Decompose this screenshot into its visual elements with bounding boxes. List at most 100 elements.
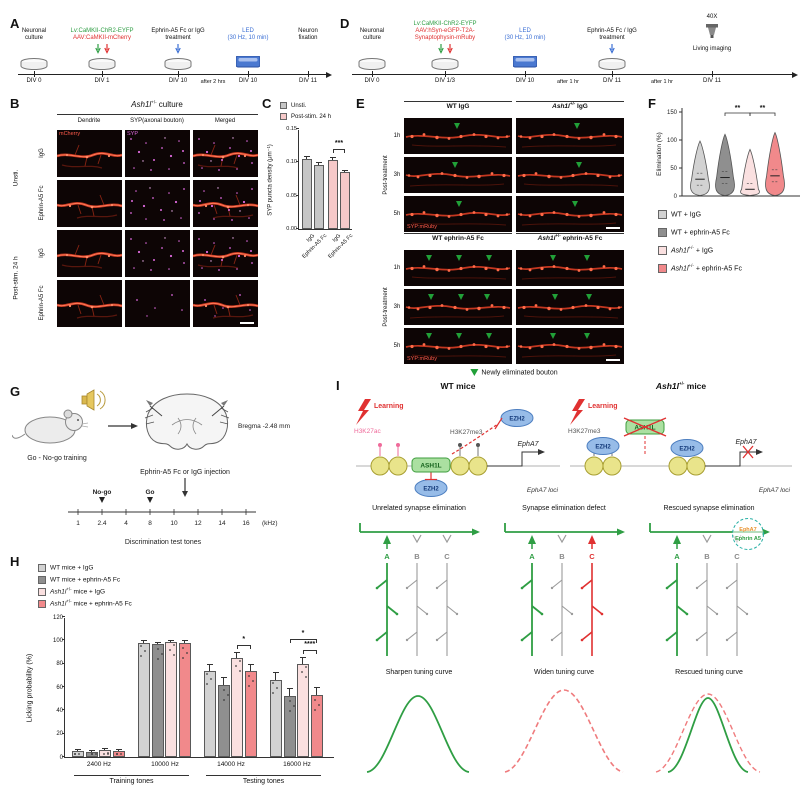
receptor-zoom-circle — [732, 518, 764, 550]
y-tick-label: 50 — [670, 166, 677, 172]
timeline-tick — [445, 71, 446, 77]
timepoint-3h: 3h — [393, 304, 401, 310]
step-label-led: LED (30 Hz, 10 min) — [227, 28, 268, 42]
error-bar — [300, 656, 306, 664]
data-point — [169, 648, 171, 651]
syp-mruby-label: SYP:mRuby — [407, 355, 437, 362]
dendrite-art — [57, 293, 122, 320]
timepoint-5h: 5h — [393, 343, 401, 349]
ash1l-label: ASH1L — [420, 463, 441, 470]
mcherry-label: mCherry — [59, 131, 81, 137]
nucleosomes — [584, 456, 706, 476]
bar-WT mice + ephrin-A5 Fc-16000 Hz — [283, 696, 296, 757]
panel-b-title: Ash1l+/- culture — [131, 100, 183, 109]
gene-name: Ash1l — [671, 265, 689, 273]
legend-swatch — [658, 210, 667, 219]
axon-b — [551, 563, 573, 656]
caption-text: Newly eliminated bouton — [481, 369, 558, 377]
panel-letter-i: I — [336, 378, 340, 393]
epha7-loci-label: EphA7 loci — [527, 487, 559, 494]
significance-bracket — [724, 112, 751, 116]
y-tick-label: 100 — [667, 138, 678, 144]
ezh2-expulsion-arrow — [451, 417, 503, 455]
title-rule — [57, 114, 258, 115]
label-line: Lv:CaMKII-ChR2-EYFP — [70, 28, 134, 34]
label-line: Neuronal — [21, 28, 47, 34]
timepoint-1h: 1h — [393, 265, 401, 271]
synapse-diagram-unrelated: A B C — [359, 523, 480, 656]
timepoint-3h: 3h — [393, 172, 401, 178]
legend-item-unstimulated: Unsti. — [280, 102, 306, 109]
header-rest: IgG — [575, 103, 588, 110]
div-label: DIV 10 — [168, 78, 188, 84]
category-group-label: Training tones — [109, 778, 154, 785]
treatment-drop-icon — [175, 44, 181, 54]
timeline-tick — [178, 71, 179, 77]
significance-label: * — [242, 636, 246, 643]
data-point — [288, 700, 291, 703]
data-point — [78, 753, 80, 755]
step-label-culture: Neuronal culture — [360, 28, 384, 42]
step-label-virus: Lv:CaMKII-ChR2-EYFP AAV:hSyn-eGFP-T2A- Syn… — [413, 21, 476, 42]
scale-bar — [240, 322, 254, 324]
label-line: Synaptophysin-mRuby — [414, 34, 476, 41]
column-header-syp: SYP(axonal bouton) — [130, 118, 184, 124]
significance-bracket — [749, 112, 776, 116]
y-tick-label: 20 — [56, 731, 63, 738]
row-group-poststim: Post-stim. 24 h — [12, 256, 20, 300]
error-bar — [181, 640, 188, 644]
ezh2-oval — [586, 437, 620, 455]
bar-Ash1l+/- mice + IgG-16000 Hz — [297, 663, 309, 757]
significance-bracket — [237, 645, 251, 649]
h3k27me3-label: H3K27me3 — [450, 429, 483, 436]
data-point — [210, 677, 212, 680]
timeline-a — [18, 74, 326, 75]
microscope-objective-icon — [706, 24, 718, 38]
data-point — [181, 646, 184, 649]
eliminated-bouton-arrow-icon — [426, 255, 432, 261]
bar-Ash1l+/- mice + IgG-10000 Hz — [165, 641, 177, 757]
live-image — [516, 157, 624, 193]
culture-dish-icon — [358, 58, 386, 70]
ezh2-label: EZH2 — [509, 417, 525, 423]
y-tick-mark — [62, 616, 65, 617]
eliminated-bouton-arrow-icon — [454, 123, 460, 129]
live-image — [516, 250, 624, 286]
objective-magnification-label: 40X — [706, 14, 718, 20]
h3k27ac-label: H3K27ac — [354, 428, 381, 435]
live-image — [516, 289, 624, 325]
gene-transcription-arrow — [487, 449, 545, 467]
tone-label: 10 — [170, 520, 178, 527]
fluorescence-image-syp — [125, 230, 190, 277]
fluorescence-image-syp — [125, 180, 190, 227]
speaker-icon — [81, 389, 106, 411]
training-label: Go - No-go training — [27, 455, 87, 462]
legend-swatch — [658, 246, 667, 255]
panel-letter-h: H — [10, 554, 20, 569]
bar-WT mice + IgG-14000 Hz — [204, 670, 216, 757]
error-bar — [273, 671, 279, 681]
error-bar — [141, 640, 147, 644]
legend-swatch — [280, 113, 287, 120]
synapse-contacts — [528, 534, 596, 549]
y-tick-label: 0 — [674, 194, 678, 200]
data-point — [239, 659, 241, 662]
bar-WT mice + ephrin-A5 Fc-10000 Hz — [151, 643, 164, 757]
axons-b-c-boutons — [695, 586, 749, 642]
curve-title-sharpen: Sharpen tuning curve — [385, 669, 453, 676]
eliminated-bouton-arrow-icon — [550, 333, 556, 339]
y-tick-label: 0.10 — [286, 159, 297, 166]
legend-label: + ephrin-A5 Fc — [693, 265, 742, 273]
div-label: DIV 0 — [26, 78, 42, 84]
y-tick-mark — [296, 228, 299, 229]
merged-art — [193, 293, 258, 320]
fluorescence-image-merged — [193, 180, 258, 227]
error-bar — [316, 161, 322, 166]
ash1l-box — [411, 457, 451, 473]
panel-letter-e: E — [356, 96, 365, 111]
data-point — [74, 753, 76, 755]
gene-name: Ash1l — [50, 588, 67, 596]
step-label-treatment: Ephrin-A5 Fc or IgG treatment — [151, 28, 204, 42]
discrimination-caption: Discrimination test tones — [125, 539, 202, 546]
y-tick-label: 0.15 — [286, 126, 297, 132]
